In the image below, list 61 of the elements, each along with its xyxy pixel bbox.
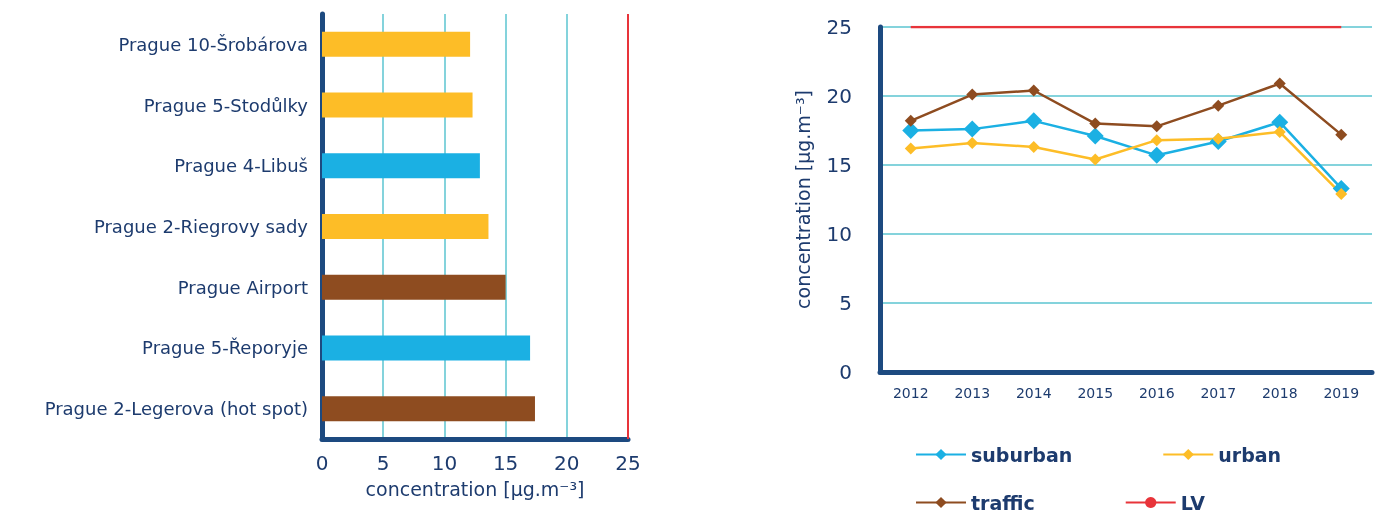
y-axis-title: concentration [µg.m⁻³] — [791, 90, 814, 309]
legend-label: suburban — [971, 443, 1073, 466]
legend-label: urban — [1218, 443, 1282, 466]
point — [1335, 128, 1348, 141]
bar — [322, 31, 471, 57]
y-tick-label: 15 — [826, 153, 852, 177]
point — [1150, 134, 1163, 147]
x-tick-label: 10 — [431, 451, 458, 475]
x-tick-label: 2013 — [954, 385, 991, 401]
bar — [322, 274, 506, 300]
x-tick-label: 2018 — [1261, 385, 1298, 401]
y-tick-label: Prague 2-Legerova (hot spot) — [44, 398, 308, 420]
y-tick-label: 5 — [839, 291, 852, 315]
point — [966, 136, 979, 149]
point — [1027, 84, 1040, 97]
point — [1150, 120, 1163, 133]
point — [1271, 113, 1289, 131]
point — [902, 122, 920, 139]
point — [1148, 146, 1166, 164]
point — [966, 88, 979, 101]
x-tick-label: 15 — [492, 451, 519, 475]
y-tick-label: Prague 2-Riegrovy sady — [93, 216, 309, 237]
x-tick-label: 20 — [554, 451, 580, 475]
bar — [322, 214, 489, 239]
y-tick-label: Prague Airport — [177, 276, 308, 298]
x-tick-label: 2012 — [892, 385, 929, 401]
x-tick-label: 2015 — [1077, 385, 1114, 401]
x-tick-label: 5 — [376, 451, 390, 475]
x-axis-title: concentration [µg.m⁻³] — [365, 477, 585, 500]
y-tick-label: Prague 4-Libuš — [174, 155, 308, 177]
y-tick-label: 10 — [826, 222, 852, 246]
x-tick-label: 25 — [615, 451, 641, 475]
point — [1335, 187, 1348, 200]
point — [1212, 99, 1225, 112]
y-tick-label: 20 — [826, 84, 852, 108]
bar — [322, 396, 535, 422]
bar — [322, 153, 480, 179]
point — [1089, 153, 1102, 166]
point — [1273, 125, 1286, 138]
bar — [322, 92, 473, 118]
y-tick-label: 0 — [839, 360, 852, 384]
legend-label: traffic — [971, 491, 1035, 514]
y-tick-label: Prague 10-Šrobárova — [118, 33, 308, 55]
y-tick-label: 25 — [826, 15, 852, 39]
y-tick-label: Prague 5-Stodůlky — [143, 94, 309, 116]
point — [963, 120, 981, 138]
legend-label: LV — [1180, 491, 1206, 514]
bar — [322, 335, 531, 361]
x-tick-label: 2014 — [1015, 385, 1052, 401]
point — [1273, 77, 1286, 90]
y-tick-label: Prague 5-Řeporyje — [142, 337, 308, 359]
point — [1089, 117, 1102, 130]
x-tick-label: 2017 — [1200, 385, 1237, 401]
point — [1027, 141, 1040, 154]
point — [904, 142, 917, 155]
x-tick-label: 2016 — [1138, 385, 1175, 401]
point — [904, 114, 917, 127]
point — [1086, 127, 1104, 145]
x-tick-label: 2019 — [1323, 385, 1360, 401]
point — [1025, 112, 1043, 130]
x-tick-label: 0 — [315, 451, 329, 475]
